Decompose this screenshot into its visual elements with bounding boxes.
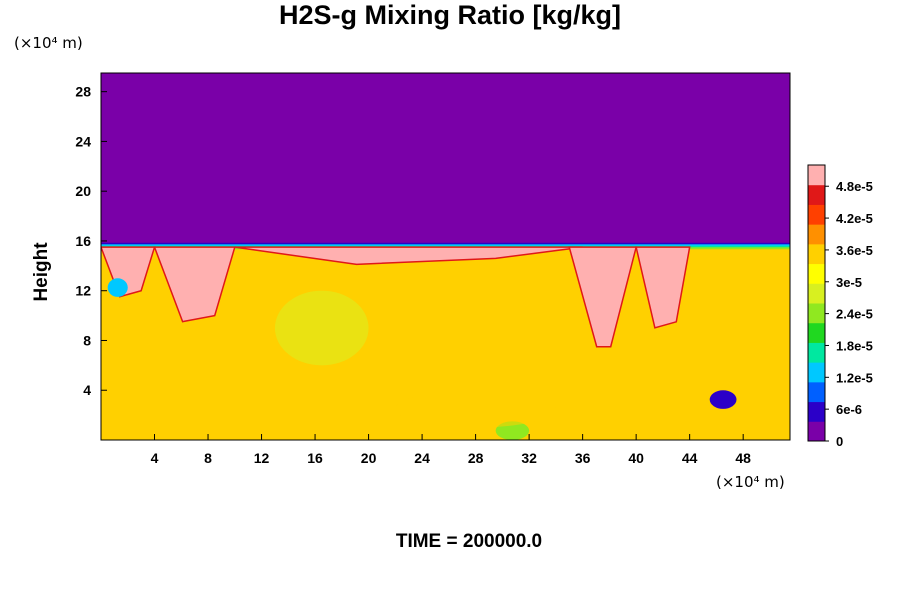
plot-area	[101, 73, 790, 440]
colorbar-frame	[807, 164, 826, 442]
saturated-band-10-36	[234, 246, 583, 266]
x-tick-label: 36	[575, 450, 591, 466]
x-tick-label: 32	[521, 450, 537, 466]
colorbar: 0 6e-6 1.2e-5 1.8e-5 2.4e-5 3e-5 3.6e-5 4.2e-5 4…	[807, 164, 873, 449]
low-blob-46	[709, 390, 737, 409]
colorbar-tick-label: 3.6e-5	[836, 243, 873, 258]
x-tick-label: 20	[361, 450, 377, 466]
upper-field	[101, 73, 790, 248]
yellow-band-22-34	[395, 390, 556, 428]
x-tick-label: 12	[254, 450, 270, 466]
colorbar-tick-label: 1.2e-5	[836, 370, 873, 385]
colorbar-segment	[808, 381, 825, 403]
colorbar-segment	[808, 322, 825, 343]
x-tick-label: 8	[204, 450, 212, 466]
x-axis: 4 8 12 16 20 24 28 32 36 40 44 48	[151, 434, 751, 466]
y-unit-label: (×10⁴ m)	[14, 34, 83, 52]
y-tick-label: 24	[75, 133, 91, 149]
x-tick-label: 40	[628, 450, 644, 466]
colorbar-segment	[808, 401, 825, 422]
saturated-plume-4-10	[153, 246, 236, 323]
time-label: TIME = 200000.0	[395, 531, 543, 552]
green-arc-13-20	[274, 290, 369, 366]
plot-frame	[100, 72, 791, 441]
colorbar-tick-label: 3e-5	[836, 275, 862, 290]
y-tick-label: 20	[75, 183, 91, 199]
y-tick-label: 4	[83, 382, 91, 398]
colorbar-segment	[808, 283, 825, 304]
colorbar-segment	[808, 224, 825, 245]
colorbar-tick-label: 1.8e-5	[836, 338, 873, 353]
y-tick-label: 16	[75, 233, 91, 249]
colorbar-segment	[808, 263, 825, 284]
x-unit-label: (×10⁴ m)	[716, 473, 785, 491]
colorbar-segment	[808, 421, 825, 442]
y-tick-label: 28	[75, 84, 91, 100]
colorbar-segment	[808, 204, 825, 225]
colorbar-tick-label: 4.2e-5	[836, 211, 873, 226]
saturated-plume-40-44	[635, 246, 691, 329]
colorbar-segment	[808, 342, 825, 363]
y-axis: 4 8 12 16 20 24 28	[75, 84, 107, 398]
x-tick-label: 28	[468, 450, 484, 466]
low-blob-west	[107, 278, 128, 297]
x-tick-label: 44	[682, 450, 698, 466]
interface-band	[101, 244, 790, 247]
colorbar-tick-label: 4.8e-5	[836, 179, 873, 194]
colorbar-tick-label: 6e-6	[836, 402, 862, 417]
interface-band	[101, 242, 790, 245]
colorbar-segment	[808, 303, 825, 324]
x-tick-label: 48	[735, 450, 751, 466]
colorbar-tick-label: 2.4e-5	[836, 307, 873, 322]
colorbar-tick-label: 0	[836, 434, 843, 449]
y-tick-label: 12	[75, 283, 91, 299]
colorbar-segment	[808, 362, 825, 383]
x-tick-label: 16	[307, 450, 323, 466]
saturated-v-35-40	[568, 246, 638, 348]
x-tick-label: 24	[414, 450, 430, 466]
x-tick-label: 4	[151, 450, 159, 466]
colorbar-segment	[808, 165, 825, 186]
colorbar-segment	[808, 184, 825, 205]
y-tick-label: 8	[83, 332, 91, 348]
chart-title: H2S-g Mixing Ratio [kg/kg]	[278, 0, 621, 30]
colorbar-segment	[808, 243, 825, 265]
